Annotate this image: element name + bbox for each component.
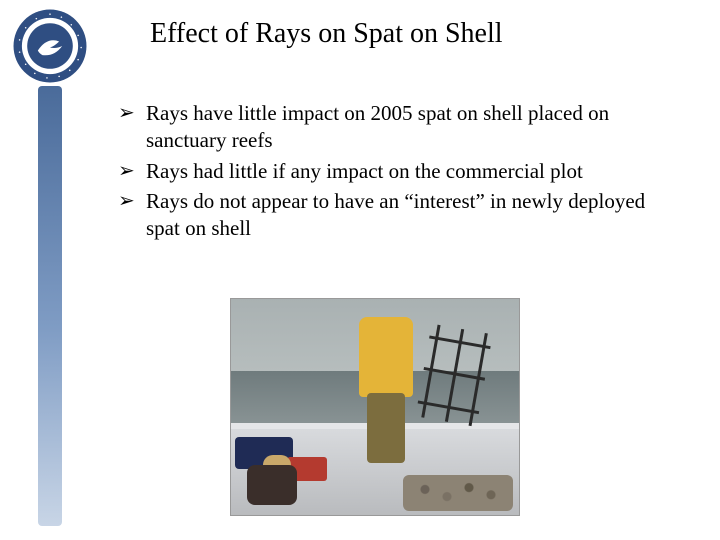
bullet-marker-icon: ➢ (118, 100, 146, 155)
photo-yellow-jacket (359, 317, 413, 397)
bullet-list: ➢ Rays have little impact on 2005 spat o… (118, 100, 678, 245)
organization-logo (12, 8, 88, 84)
photo-kneel-body (247, 465, 297, 505)
photo-person-standing (353, 311, 419, 471)
bullet-item: ➢ Rays had little if any impact on the c… (118, 158, 678, 185)
bullet-item: ➢ Rays have little impact on 2005 spat o… (118, 100, 678, 155)
bullet-text: Rays had little if any impact on the com… (146, 158, 678, 185)
field-photo (230, 298, 520, 516)
bullet-marker-icon: ➢ (118, 158, 146, 185)
photo-pants (367, 393, 405, 463)
bullet-text: Rays have little impact on 2005 spat on … (146, 100, 678, 155)
slide-title: Effect of Rays on Spat on Shell (150, 18, 503, 50)
bullet-item: ➢ Rays do not appear to have an “interes… (118, 188, 678, 243)
sidebar-accent-bar (38, 86, 62, 526)
bullet-marker-icon: ➢ (118, 188, 146, 243)
photo-oyster-pile (403, 475, 513, 511)
photo-person-kneeling (237, 455, 307, 511)
bullet-text: Rays do not appear to have an “interest”… (146, 188, 678, 243)
